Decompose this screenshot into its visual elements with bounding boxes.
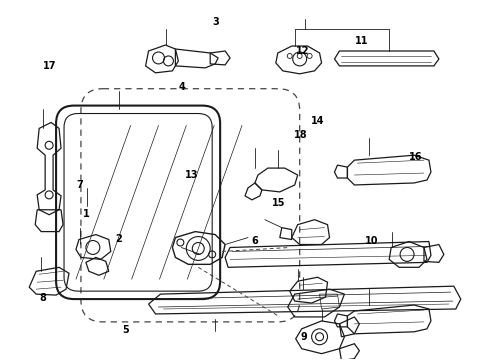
Text: 7: 7	[76, 180, 83, 190]
Text: 16: 16	[409, 152, 422, 162]
Text: 2: 2	[115, 234, 122, 244]
Text: 8: 8	[39, 293, 46, 303]
Text: 5: 5	[122, 325, 129, 335]
Text: 3: 3	[212, 17, 219, 27]
Text: 17: 17	[43, 61, 57, 71]
Text: 12: 12	[296, 46, 309, 56]
Text: 9: 9	[300, 332, 307, 342]
Text: 13: 13	[185, 170, 198, 180]
Text: 4: 4	[178, 82, 185, 92]
Text: 10: 10	[365, 236, 378, 246]
Text: 1: 1	[83, 209, 90, 219]
Text: 6: 6	[251, 236, 258, 246]
Text: 15: 15	[272, 198, 286, 208]
Text: 18: 18	[294, 130, 308, 140]
Text: 14: 14	[311, 116, 325, 126]
Text: 11: 11	[355, 36, 368, 46]
